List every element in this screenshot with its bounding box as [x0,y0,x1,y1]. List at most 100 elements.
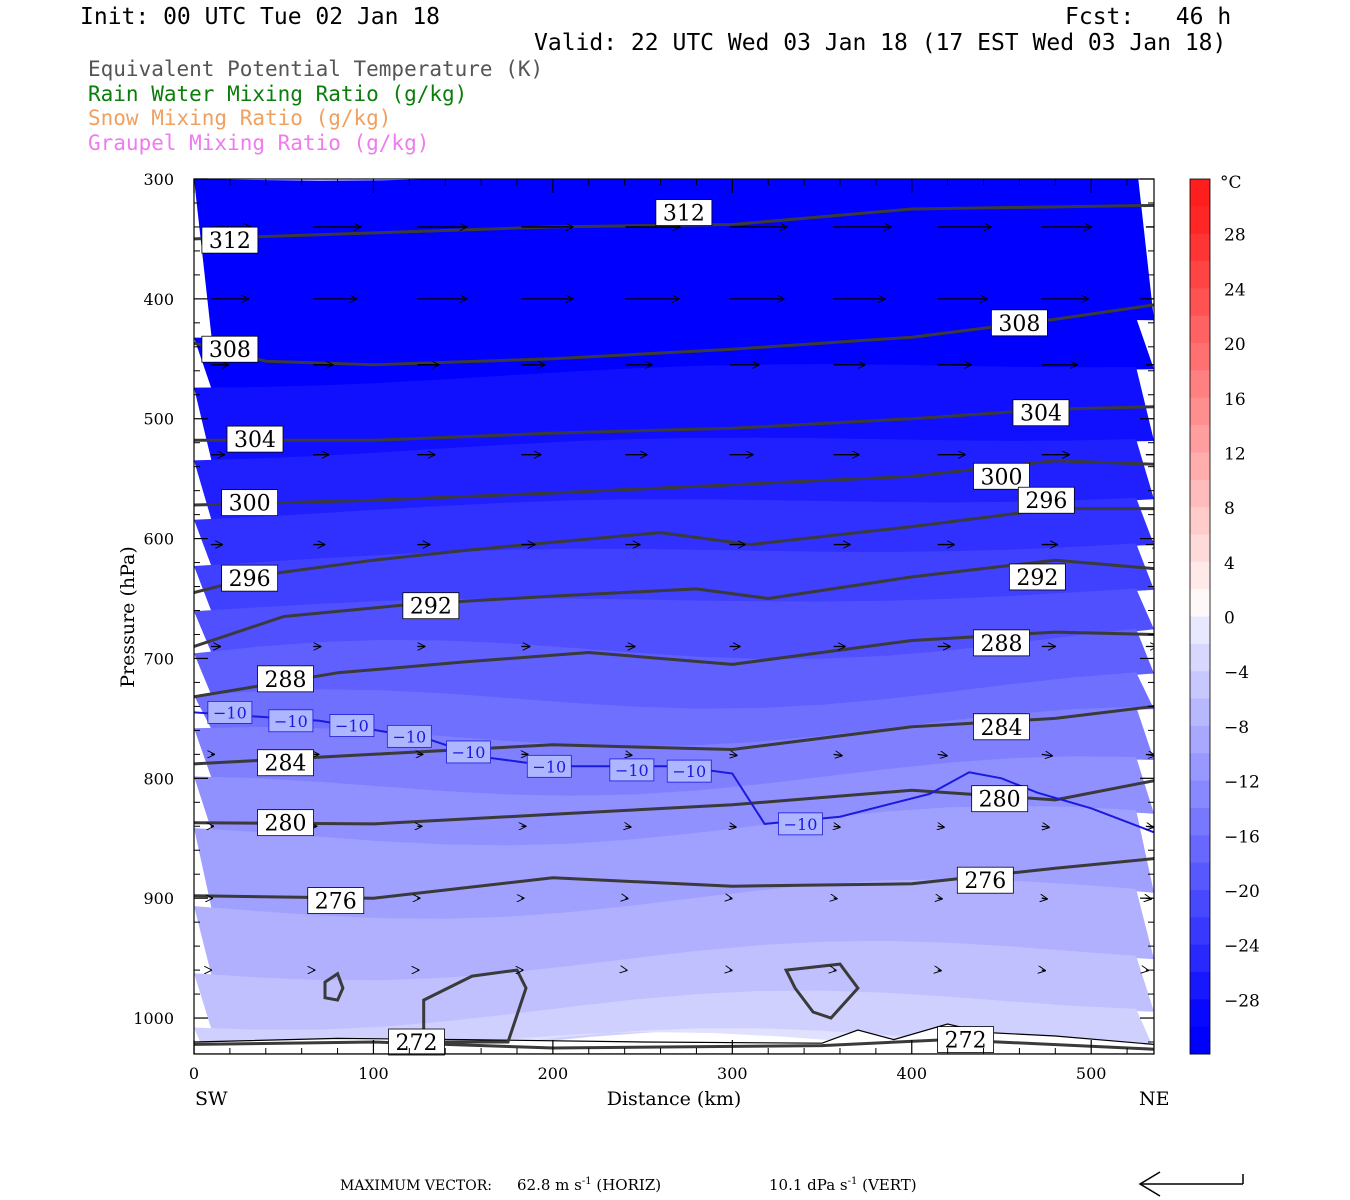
theta-e-label: 272 [945,1029,987,1054]
x-tick-label: 500 [1076,1064,1107,1083]
colorbar-swatch [1190,999,1210,1028]
colorbar-swatch [1190,780,1210,809]
valid-time: Valid: 22 UTC Wed 03 Jan 18 (17 EST Wed … [534,30,1227,56]
wind-vector [1042,898,1048,899]
y-tick-label: 900 [143,889,174,908]
x-end-label-right: NE [1139,1088,1170,1110]
reference-vector-arrow [1138,1171,1244,1197]
theta-e-label-box [973,713,1030,741]
theta-e-label: 296 [1025,489,1067,514]
colorbar-swatch [1190,561,1210,590]
theta-e-label: 312 [209,229,251,254]
colorbar-swatch [1190,452,1210,481]
colorbar-swatch [1190,671,1210,700]
theta-e-contour [194,459,1154,507]
theta-e-label: 304 [234,428,276,453]
colorbar-tick-label: 12 [1224,444,1246,464]
theta-e-label: 296 [229,567,271,592]
colorbar-tick-label: −16 [1224,827,1260,847]
wind-vector [730,826,737,827]
y-tick-label: 1000 [133,1009,174,1028]
y-axis-label: Pressure (hPa) [117,546,139,688]
colorbar-swatch [1190,643,1210,672]
wind-vector [625,754,632,755]
theta-e-label-box [956,866,1014,894]
theta-e-label-box [402,592,460,620]
colorbar-swatch [1190,507,1210,535]
colorbar-swatch [1190,698,1210,727]
theta-e-label-box [655,199,713,226]
wind-vector [1041,754,1053,756]
theta-e-label: 284 [265,752,307,777]
legend-rain: Rain Water Mixing Ratio (g/kg) [88,82,468,106]
theta-e-label-box [973,629,1030,657]
theta-e-label-box [257,749,314,777]
wind-vector [937,754,948,756]
colorbar-frame [1189,178,1211,1055]
init-time: Init: 00 UTC Tue 02 Jan 18 [80,4,441,30]
colorbar-tick-label: −28 [1224,991,1260,1011]
temperature-band [194,628,1154,712]
legend-graupel: Graupel Mixing Ratio (g/kg) [88,131,430,155]
theta-e-closed-contour [783,962,860,1020]
wind-vector [1146,826,1154,827]
theta-e-label: 300 [980,465,1022,490]
colorbar-swatch [1190,233,1210,262]
temperature-band [194,879,1154,983]
theta-e-label: 280 [979,788,1021,813]
isotherm-label-box [207,700,253,724]
theta-e-contour [194,558,1154,648]
colorbar-tick-label: −24 [1224,937,1260,957]
theta-e-contour [194,779,1154,826]
theta-e-label: 292 [1016,566,1058,591]
colorbar-swatch [1190,315,1210,344]
colorbar-tick-label: −8 [1224,718,1249,738]
isotherm-label: −10 [213,703,247,722]
theta-e-label-box [221,489,279,517]
isotherm-label: −10 [532,757,566,776]
wind-vector [938,826,945,827]
theta-e-label: 312 [663,202,705,227]
max-vector-label: MAXIMUM VECTOR: [340,1178,492,1194]
theta-e-label-box [1008,563,1066,591]
x-tick-label: 100 [358,1064,389,1083]
theta-e-label-box [1012,399,1070,427]
colorbar-tick-label: 0 [1224,609,1235,629]
theta-e-label-box [257,809,314,837]
max-horiz-vector: 62.8 m s-1 (HORIZ) [517,1176,662,1194]
theta-e-label-box [971,785,1029,813]
colorbar-tick-label: −4 [1224,663,1249,683]
y-tick-label: 400 [143,290,174,309]
temperature-band [194,179,1154,341]
wind-vector [1145,754,1154,756]
x-tick-label: 200 [538,1064,569,1083]
theta-e-label: 288 [980,632,1022,657]
temperature-band [194,437,1154,522]
colorbar-swatch [1190,971,1210,1000]
colorbar-swatch [1190,425,1210,453]
isotherm-label: −10 [335,717,369,736]
colorbar-tick-label: 8 [1224,499,1235,519]
colorbar-tick-label: 24 [1224,280,1246,300]
wind-vector [730,754,738,755]
colorbar-swatch [1190,534,1210,563]
legend-snow: Snow Mixing Ratio (g/kg) [88,106,392,130]
colorbar-swatch [1190,397,1210,426]
colorbar-swatch [1190,370,1210,399]
colorbar-unit: °C [1220,173,1242,193]
colorbar-swatch [1190,179,1210,207]
colorbar-swatch [1190,616,1210,645]
theta-e-contour [194,704,1154,766]
theta-e-label: 276 [964,869,1006,894]
colorbar-tick-label: 28 [1224,226,1246,246]
isotherm-label-box [329,714,375,737]
theta-e-label-box [1017,486,1075,514]
colorbar-swatch [1190,917,1210,946]
colorbar-swatch [1190,343,1210,371]
isotherm-label-box [446,740,491,764]
temperature-band [194,672,1154,749]
isotherm-label-box [526,754,572,778]
isotherm-label-box [778,812,823,836]
x-axis-label: Distance (km) [607,1088,742,1110]
